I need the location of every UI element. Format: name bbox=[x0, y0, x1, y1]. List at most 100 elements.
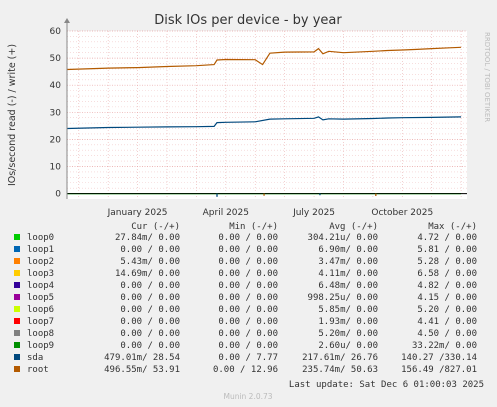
legend-avg-value: 217.61m/ 26.76 bbox=[302, 353, 378, 363]
legend-name: loop5 bbox=[27, 293, 54, 303]
legend-min-value: 0.00 / 0.00 bbox=[218, 341, 278, 351]
legend-swatch bbox=[14, 330, 20, 336]
chart-series bbox=[66, 46, 467, 197]
legend-avg-value: 5.85m/ 0.00 bbox=[318, 305, 378, 315]
legend-max-value: 140.27 /330.14 bbox=[401, 353, 477, 363]
legend-max-value: 156.49 /827.01 bbox=[401, 365, 477, 375]
legend-swatch bbox=[14, 318, 20, 324]
y-tick-label: 0 bbox=[55, 190, 61, 200]
y-tick-label: 30 bbox=[50, 108, 62, 118]
munin-version: Munin 2.0.73 bbox=[223, 392, 272, 401]
legend-avg-value: 5.20m/ 0.00 bbox=[318, 329, 378, 339]
legend-header-min: Min (-/+) bbox=[229, 222, 278, 232]
legend-cur-value: 0.00 / 0.00 bbox=[120, 305, 180, 315]
legend-avg-value: 6.90m/ 0.00 bbox=[318, 245, 378, 255]
legend-min-value: 0.00 / 7.77 bbox=[218, 353, 278, 363]
rrdtool-credit: RRDTOOL / TOBI OETIKER bbox=[483, 32, 491, 122]
last-update: Last update: Sat Dec 6 01:00:03 2025 bbox=[289, 380, 484, 390]
y-axis-arrow bbox=[64, 18, 70, 23]
legend-swatch bbox=[14, 342, 20, 348]
legend-max-value: 4.15 / 0.00 bbox=[417, 293, 477, 303]
legend-row-root: root 496.55m/ 53.91 0.00 / 12.96 235.74m/ 5… bbox=[14, 365, 477, 375]
y-axis-label: IOs/second read (-) / write (+) bbox=[7, 44, 18, 186]
legend-row-loop3: loop3 14.69m/ 0.00 0.00 / 0.00 4.11m/ 0.00 6… bbox=[14, 269, 477, 279]
legend-swatch bbox=[14, 270, 20, 276]
legend-swatch bbox=[14, 282, 20, 288]
legend-avg-value: 3.47m/ 0.00 bbox=[318, 257, 378, 267]
legend-cur-value: 0.00 / 0.00 bbox=[120, 329, 180, 339]
legend-name: root bbox=[27, 365, 49, 375]
legend-name: loop7 bbox=[27, 317, 54, 327]
chart-title: Disk IOs per device - by year bbox=[154, 13, 342, 28]
legend-cur-value: 0.00 / 0.00 bbox=[120, 293, 180, 303]
legend-cur-value: 479.01m/ 28.54 bbox=[104, 353, 180, 363]
y-tick-label: 50 bbox=[50, 54, 62, 64]
legend-header-max: Max (-/+) bbox=[428, 222, 477, 232]
legend-min-value: 0.00 / 0.00 bbox=[218, 281, 278, 291]
legend-name: loop9 bbox=[27, 341, 54, 351]
legend-header: Cur (-/+) Min (-/+) Avg (-/+) Max (-/+) bbox=[131, 222, 477, 232]
legend-max-value: 5.20 / 0.00 bbox=[417, 305, 477, 315]
legend-row-loop7: loop7 0.00 / 0.00 0.00 / 0.00 1.93m/ 0.00 4.… bbox=[14, 317, 477, 327]
legend-min-value: 0.00 / 0.00 bbox=[218, 317, 278, 327]
y-axis: 0 10 20 30 40 50 60 bbox=[50, 18, 70, 200]
legend-name: loop6 bbox=[27, 305, 54, 315]
series-line-sda bbox=[66, 116, 462, 130]
legend-swatch bbox=[14, 354, 20, 360]
legend-name: sda bbox=[27, 353, 43, 363]
legend-header-cur: Cur (-/+) bbox=[131, 222, 180, 232]
legend-row-loop8: loop8 0.00 / 0.00 0.00 / 0.00 5.20m/ 0.00 4.… bbox=[14, 329, 477, 339]
legend-row-loop1: loop1 0.00 / 0.00 0.00 / 0.00 6.90m/ 0.00 5.… bbox=[14, 245, 477, 255]
legend-name: loop1 bbox=[27, 245, 54, 255]
legend-row-sda: sda 479.01m/ 28.54 0.00 / 7.77 217.61m/ 26.… bbox=[14, 353, 477, 363]
legend-avg-value: 4.11m/ 0.00 bbox=[318, 269, 378, 279]
legend-name: loop3 bbox=[27, 269, 54, 279]
legend-name: loop2 bbox=[27, 257, 54, 267]
legend-row-loop2: loop2 5.43m/ 0.00 0.00 / 0.00 3.47m/ 0.00 5.… bbox=[14, 257, 477, 267]
legend-cur-value: 14.69m/ 0.00 bbox=[115, 269, 180, 279]
x-tick-label: April 2025 bbox=[203, 208, 249, 218]
legend-max-value: 4.41 / 0.00 bbox=[417, 317, 477, 327]
legend-row-loop5: loop5 0.00 / 0.00 0.00 / 0.00 998.25u/ 0.00… bbox=[14, 293, 477, 303]
legend-row-loop0: loop0 27.84m/ 0.00 0.00 / 0.00 304.21u/ 0.0… bbox=[14, 233, 477, 243]
legend-max-value: 4.72 / 0.00 bbox=[417, 233, 477, 243]
y-tick-label: 20 bbox=[50, 135, 62, 145]
plot-area bbox=[67, 31, 467, 199]
legend-swatch bbox=[14, 258, 20, 264]
legend-min-value: 0.00 / 0.00 bbox=[218, 269, 278, 279]
legend-min-value: 0.00 / 12.96 bbox=[213, 365, 278, 375]
legend-row-loop6: loop6 0.00 / 0.00 0.00 / 0.00 5.85m/ 0.00 5.… bbox=[14, 305, 477, 315]
legend-min-value: 0.00 / 0.00 bbox=[218, 305, 278, 315]
legend-min-value: 0.00 / 0.00 bbox=[218, 293, 278, 303]
legend-max-value: 4.82 / 0.00 bbox=[417, 281, 477, 291]
legend-min-value: 0.00 / 0.00 bbox=[218, 257, 278, 267]
legend-row-loop9: loop9 0.00 / 0.00 0.00 / 0.00 2.60u/ 0.00 33… bbox=[14, 341, 477, 351]
legend-name: loop4 bbox=[27, 281, 54, 291]
legend-swatch bbox=[14, 306, 20, 312]
legend-avg-value: 998.25u/ 0.00 bbox=[308, 293, 378, 303]
y-tick-label: 10 bbox=[50, 162, 62, 172]
legend-cur-value: 0.00 / 0.00 bbox=[120, 281, 180, 291]
legend-cur-value: 0.00 / 0.00 bbox=[120, 245, 180, 255]
legend-avg-value: 6.48m/ 0.00 bbox=[318, 281, 378, 291]
legend-max-value: 6.58 / 0.00 bbox=[417, 269, 477, 279]
y-tick-label: 40 bbox=[50, 81, 62, 91]
legend-name: loop0 bbox=[27, 233, 54, 243]
legend-cur-value: 5.43m/ 0.00 bbox=[120, 257, 180, 267]
legend-swatch bbox=[14, 234, 20, 240]
legend-cur-value: 496.55m/ 53.91 bbox=[104, 365, 180, 375]
legend-name: loop8 bbox=[27, 329, 54, 339]
legend-table: loop0 27.84m/ 0.00 0.00 / 0.00 304.21u/ 0.0… bbox=[14, 233, 477, 375]
legend-avg-value: 304.21u/ 0.00 bbox=[308, 233, 378, 243]
x-tick-label: January 2025 bbox=[107, 208, 168, 218]
legend-row-loop4: loop4 0.00 / 0.00 0.00 / 0.00 6.48m/ 0.00 4.… bbox=[14, 281, 477, 291]
legend-min-value: 0.00 / 0.00 bbox=[218, 329, 278, 339]
legend-max-value: 5.28 / 0.00 bbox=[417, 257, 477, 267]
series-line-root bbox=[66, 46, 462, 71]
legend-cur-value: 27.84m/ 0.00 bbox=[115, 233, 180, 243]
legend-max-value: 4.50 / 0.00 bbox=[417, 329, 477, 339]
legend-min-value: 0.00 / 0.00 bbox=[218, 245, 278, 255]
legend-min-value: 0.00 / 0.00 bbox=[218, 233, 278, 243]
x-tick-label: October 2025 bbox=[371, 208, 433, 218]
